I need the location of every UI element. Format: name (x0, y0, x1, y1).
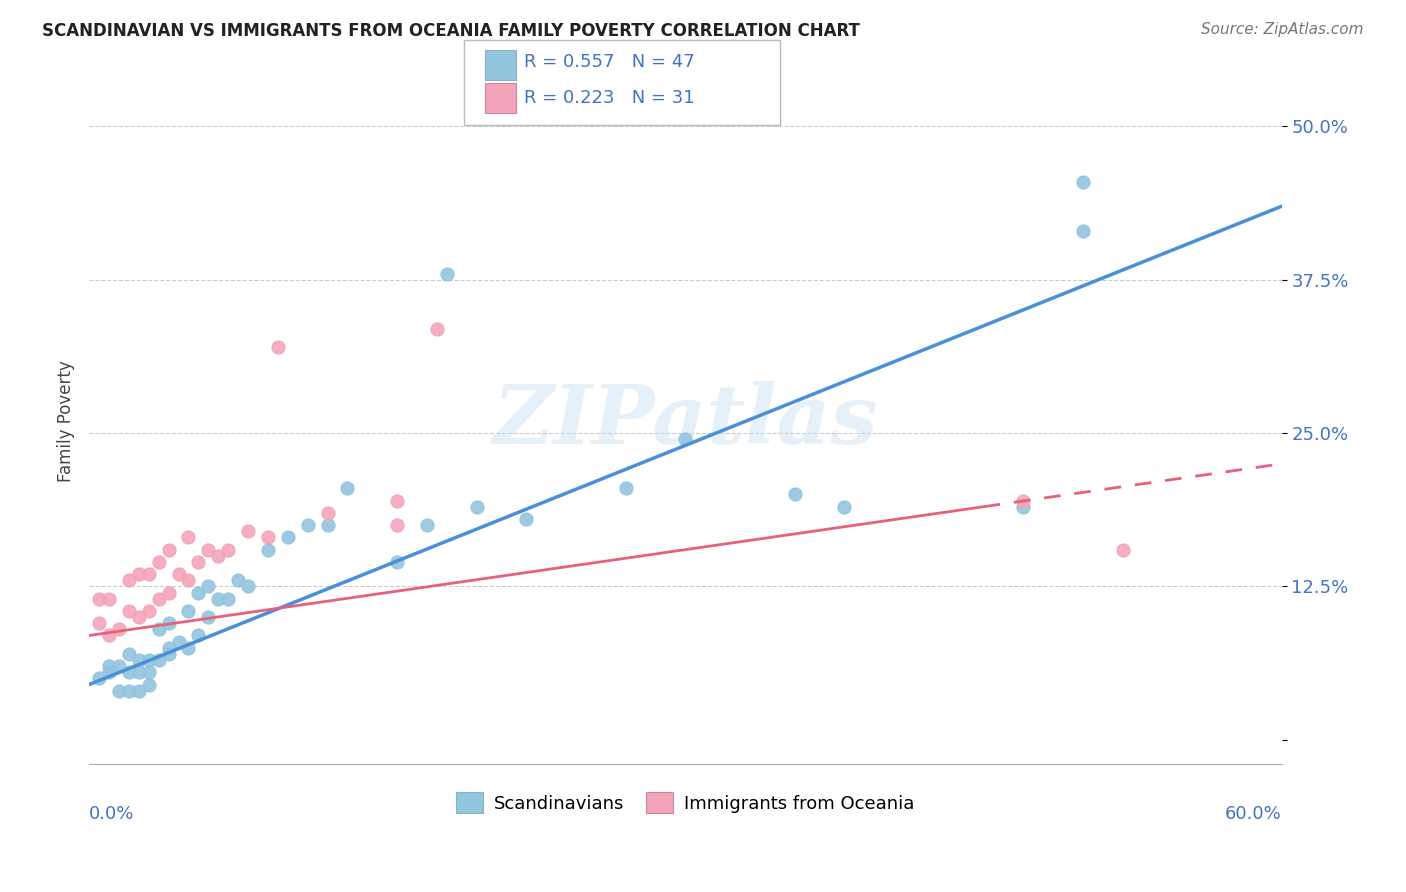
Point (197, 579, 219, 593)
Point (297, 518, 319, 533)
Point (118, 574, 141, 588)
Point (108, 623, 131, 637)
Point (87, 591, 110, 606)
Point (177, 604, 200, 618)
Point (167, 567, 190, 582)
Point (187, 555, 209, 569)
Point (465, 500, 488, 514)
Text: Source: ZipAtlas.com: Source: ZipAtlas.com (1201, 22, 1364, 37)
Point (128, 610, 150, 624)
Point (217, 542, 239, 557)
Point (426, 322, 449, 336)
Point (118, 665, 141, 680)
Point (316, 518, 339, 533)
Point (148, 623, 170, 637)
Point (97, 591, 120, 606)
Point (118, 604, 141, 618)
Point (157, 585, 180, 599)
Point (177, 640, 200, 655)
Point (217, 591, 239, 606)
Point (783, 487, 806, 501)
Point (128, 567, 150, 582)
Point (197, 610, 219, 624)
Point (108, 683, 131, 698)
Point (267, 340, 290, 354)
Point (138, 677, 160, 691)
Point (1012, 500, 1035, 514)
Point (515, 512, 537, 526)
Point (416, 518, 439, 533)
Point (128, 653, 150, 667)
Point (673, 432, 696, 446)
Point (207, 591, 229, 606)
Point (97, 628, 120, 642)
Point (336, 481, 359, 495)
Point (148, 555, 170, 569)
Text: 60.0%: 60.0% (1225, 805, 1282, 823)
Text: 0.0%: 0.0% (89, 805, 135, 823)
Point (226, 574, 249, 588)
Point (236, 579, 259, 593)
Point (1112, 542, 1135, 557)
Point (118, 683, 141, 698)
Point (148, 591, 170, 606)
Point (87, 616, 110, 631)
Point (138, 653, 160, 667)
Point (207, 549, 229, 563)
Point (385, 555, 408, 569)
Point (187, 628, 209, 642)
Point (108, 659, 131, 673)
Text: ZIPatlas: ZIPatlas (492, 381, 879, 461)
Point (157, 647, 180, 661)
Point (97, 659, 120, 673)
Text: R = 0.223   N = 31: R = 0.223 N = 31 (524, 89, 695, 107)
Text: R = 0.557   N = 47: R = 0.557 N = 47 (524, 54, 695, 71)
Point (614, 481, 637, 495)
Point (138, 567, 160, 582)
Point (177, 530, 200, 544)
Point (128, 665, 150, 680)
Point (1071, 175, 1094, 189)
Point (197, 542, 219, 557)
Point (138, 665, 160, 680)
Point (138, 604, 160, 618)
Point (187, 585, 209, 599)
Point (834, 500, 856, 514)
Point (236, 524, 259, 539)
Point (157, 616, 180, 631)
Point (257, 542, 280, 557)
Point (277, 530, 299, 544)
Y-axis label: Family Poverty: Family Poverty (58, 360, 75, 482)
Point (157, 640, 180, 655)
Point (257, 530, 280, 544)
Point (118, 647, 141, 661)
Point (385, 493, 408, 508)
Legend: Scandinavians, Immigrants from Oceania: Scandinavians, Immigrants from Oceania (449, 785, 922, 821)
Text: SCANDINAVIAN VS IMMIGRANTS FROM OCEANIA FAMILY POVERTY CORRELATION CHART: SCANDINAVIAN VS IMMIGRANTS FROM OCEANIA … (42, 22, 860, 40)
Point (157, 542, 180, 557)
Point (1012, 493, 1035, 508)
Point (1071, 224, 1094, 238)
Point (177, 574, 200, 588)
Point (97, 665, 120, 680)
Point (167, 634, 190, 648)
Point (385, 518, 408, 533)
Point (148, 653, 170, 667)
Point (316, 506, 339, 520)
Point (87, 672, 110, 686)
Point (128, 683, 150, 698)
Point (436, 267, 458, 281)
